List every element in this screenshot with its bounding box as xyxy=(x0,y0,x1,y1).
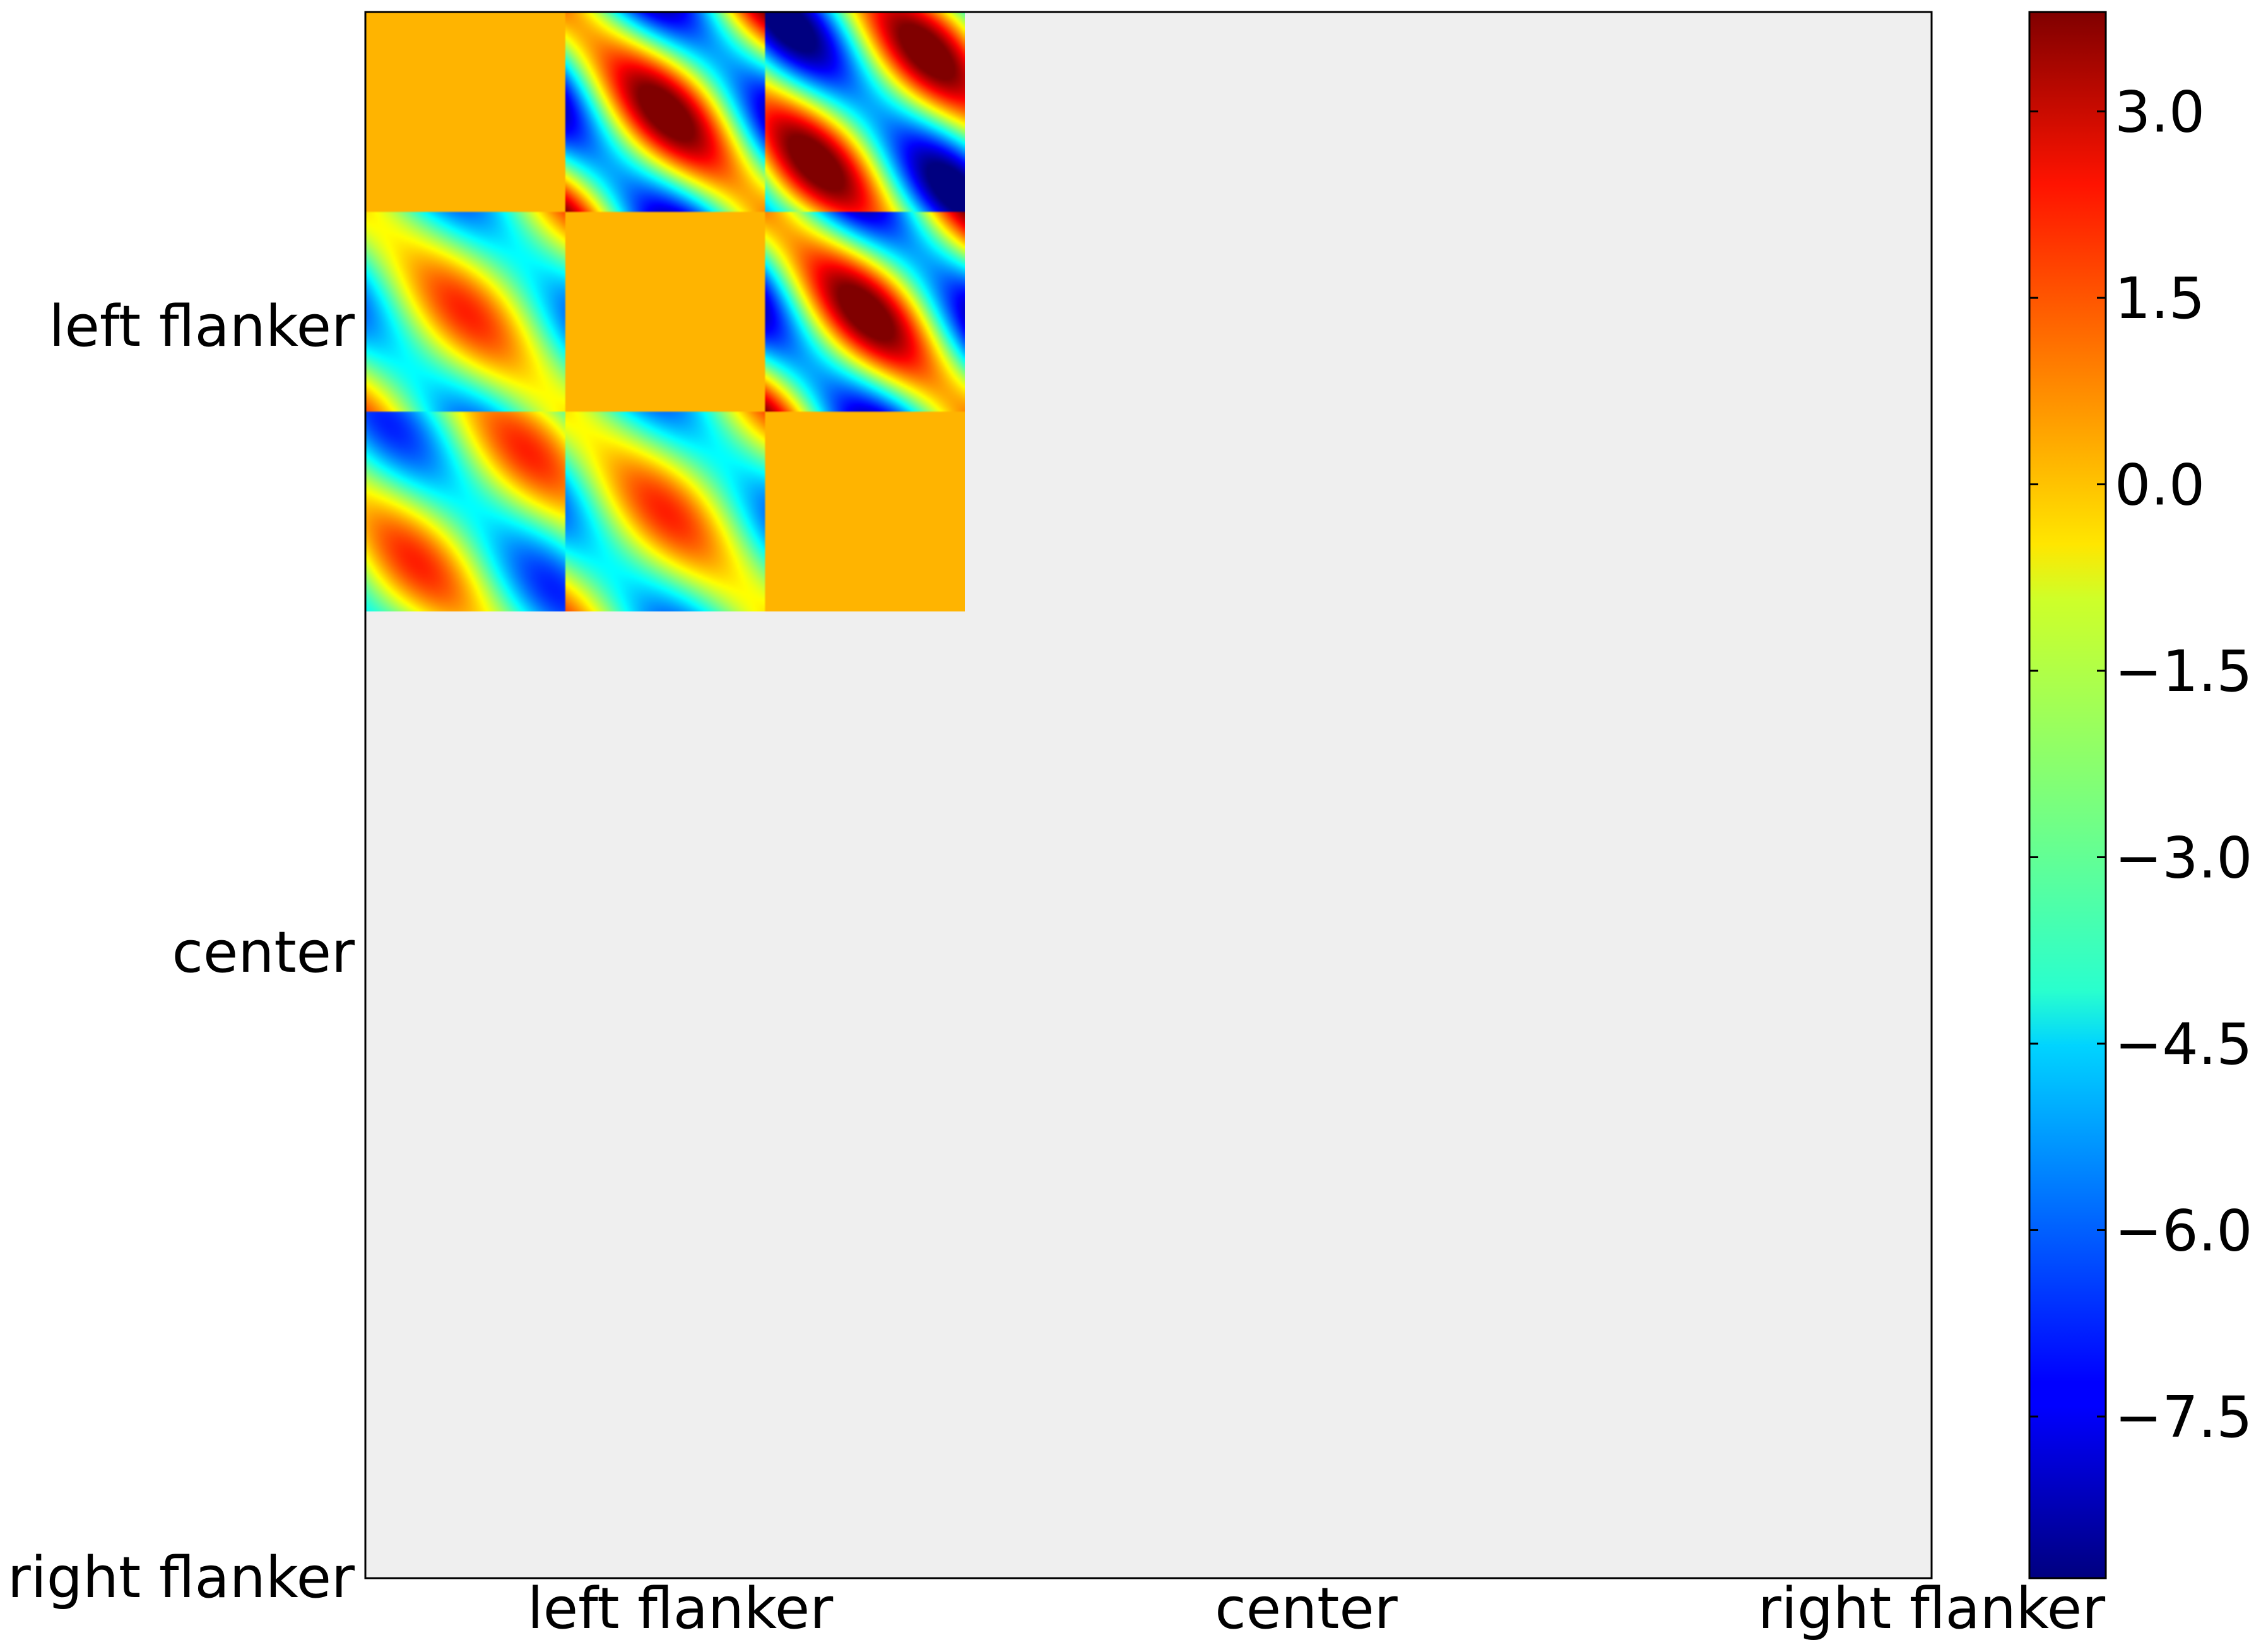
colorbar-ticks: 3.0 1.5 0.0 −1.5 −3.0 −4.5 −6.0 −7.5 xyxy=(2029,80,2253,1451)
heatmap-image xyxy=(365,12,965,611)
colorbar-tick-label: −7.5 xyxy=(2115,1384,2253,1451)
y-tick-label: left flanker xyxy=(49,293,355,360)
colorbar-tick-label: 3.0 xyxy=(2115,80,2205,146)
x-tick-label: center xyxy=(1215,1576,1398,1642)
y-tick-label: right flanker xyxy=(8,1545,355,1611)
y-tick-label: center xyxy=(172,919,355,986)
plot-frame xyxy=(364,11,1933,1579)
colorbar-tick-label: −3.0 xyxy=(2115,825,2253,891)
colorbar-tick-label: −6.0 xyxy=(2115,1198,2253,1264)
colorbar-tick-label: 0.0 xyxy=(2115,452,2205,519)
colorbar-tick-label: −1.5 xyxy=(2115,639,2253,705)
colorbar-frame xyxy=(2028,11,2107,1579)
colorbar xyxy=(2029,12,2106,1578)
x-tick-label: right flanker xyxy=(1758,1576,2105,1642)
x-tick-label: left flanker xyxy=(528,1576,834,1642)
colorbar-tick-label: −4.5 xyxy=(2115,1012,2253,1078)
colorbar-tick-label: 1.5 xyxy=(2115,266,2205,332)
